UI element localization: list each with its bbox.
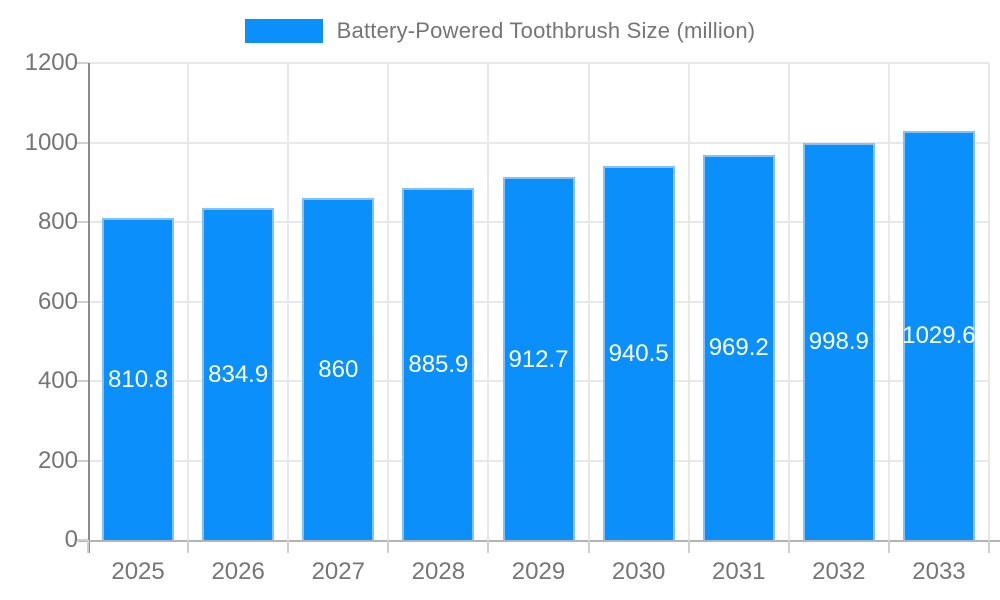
y-tick-mark-200 [77, 459, 88, 462]
gridline-x-6 [687, 63, 690, 540]
gridline-y-1200 [88, 62, 989, 64]
legend: Battery-Powered Toothbrush Size (million… [0, 16, 1000, 46]
y-tick-mark-0 [77, 539, 88, 541]
y-tick-label-1000: 1000 [24, 128, 78, 156]
x-tick-mark-3 [387, 540, 390, 553]
gridline-x-3 [387, 63, 390, 540]
bar-2026: 834.9 [202, 208, 275, 540]
bar-value-label-2026: 834.9 [208, 361, 269, 389]
bar-2029: 912.7 [502, 177, 575, 540]
plot-area: 810.8 834.9 860 885.9 912.7 940.5 969.2 998.9 10… [88, 62, 990, 540]
gridline-x-2 [287, 63, 290, 540]
x-tick-mark-9 [988, 540, 990, 553]
bar-value-label-2028: 885.9 [408, 350, 469, 378]
x-tick-label-2026: 2026 [211, 558, 265, 585]
y-tick-label-400: 400 [37, 367, 78, 394]
bar-value-label-2027: 860 [318, 356, 359, 384]
gridline-y-1000 [88, 141, 989, 144]
gridline-x-9 [988, 63, 990, 540]
bar-value-label-2033: 1029.6 [902, 322, 976, 350]
y-tick-label-200: 200 [37, 446, 78, 474]
gridline-x-4 [487, 63, 490, 540]
x-tick-label-2033: 2033 [912, 558, 966, 585]
bar-value-label-2032: 998.9 [808, 328, 869, 356]
x-tick-mark-4 [487, 540, 490, 553]
bar-2028: 885.9 [402, 187, 475, 540]
x-axis-line [78, 540, 1000, 542]
bar-2030: 940.5 [602, 166, 675, 540]
x-tick-label-2025: 2025 [111, 558, 165, 585]
x-tick-label-2028: 2028 [411, 558, 466, 585]
y-tick-mark-1200 [77, 62, 88, 64]
y-tick-label-800: 800 [37, 208, 78, 235]
bar-2032: 998.9 [802, 142, 875, 540]
y-tick-label-0: 0 [64, 526, 78, 553]
y-tick-label-1200: 1200 [24, 49, 78, 76]
x-tick-mark-1 [187, 540, 190, 553]
gridline-x-1 [187, 63, 190, 540]
bar-2025: 810.8 [102, 217, 175, 540]
y-tick-mark-800 [77, 221, 88, 223]
gridline-x-5 [587, 63, 590, 540]
bar-value-label-2029: 912.7 [508, 345, 569, 373]
y-tick-mark-600 [77, 300, 88, 303]
y-tick-label-600: 600 [37, 287, 78, 315]
bar-value-label-2031: 969.2 [708, 334, 769, 362]
gridline-x-7 [787, 63, 790, 540]
x-tick-mark-6 [687, 540, 690, 553]
x-tick-mark-0 [87, 540, 89, 553]
bar-2027: 860 [302, 198, 375, 540]
legend-label: Battery-Powered Toothbrush Size (million… [336, 18, 756, 43]
bar-value-label-2025: 810.8 [108, 365, 169, 393]
x-tick-label-2031: 2031 [712, 558, 766, 585]
legend-swatch-icon [244, 19, 323, 43]
x-tick-mark-2 [287, 540, 290, 553]
x-tick-mark-7 [787, 540, 790, 553]
x-tick-label-2030: 2030 [611, 558, 666, 585]
y-tick-mark-1000 [77, 141, 88, 144]
gridline-x-8 [887, 63, 890, 540]
bar-value-label-2030: 940.5 [608, 340, 669, 368]
x-tick-mark-5 [587, 540, 590, 553]
x-tick-label-2032: 2032 [812, 558, 866, 585]
bar-2031: 969.2 [702, 154, 775, 540]
bar-2033: 1029.6 [902, 130, 976, 540]
x-tick-label-2027: 2027 [311, 558, 365, 585]
y-axis-line [88, 63, 90, 553]
x-tick-mark-8 [887, 540, 890, 553]
x-tick-label-2029: 2029 [511, 558, 566, 585]
y-tick-mark-400 [77, 380, 88, 382]
